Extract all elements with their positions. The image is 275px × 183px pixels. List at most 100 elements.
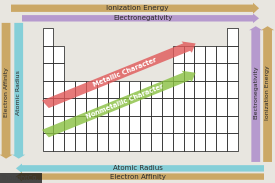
Bar: [64, 98, 75, 116]
Text: Electronegativity: Electronegativity: [113, 15, 173, 21]
Text: ThoughtCo.: ThoughtCo.: [1, 175, 40, 181]
Bar: [53, 116, 64, 133]
Text: Ionization Energy: Ionization Energy: [265, 65, 270, 120]
Text: Metallic Character: Metallic Character: [92, 57, 157, 88]
Bar: [140, 81, 151, 98]
Bar: [194, 98, 205, 116]
Bar: [130, 98, 140, 116]
Bar: [173, 133, 184, 151]
Bar: [86, 133, 97, 151]
Bar: [194, 116, 205, 133]
FancyArrow shape: [12, 23, 25, 159]
Bar: [97, 98, 108, 116]
Bar: [43, 116, 53, 133]
Bar: [205, 63, 216, 81]
Bar: [108, 133, 119, 151]
Bar: [140, 133, 151, 151]
Bar: [227, 81, 238, 98]
Bar: [53, 81, 64, 98]
Bar: [151, 116, 162, 133]
Bar: [108, 81, 119, 98]
Bar: [194, 133, 205, 151]
Bar: [194, 63, 205, 81]
Bar: [75, 116, 86, 133]
Bar: [151, 98, 162, 116]
Bar: [140, 98, 151, 116]
Bar: [75, 81, 86, 98]
Bar: [53, 133, 64, 151]
FancyArrow shape: [249, 26, 262, 162]
Text: Electron Affinity: Electron Affinity: [109, 174, 166, 180]
Bar: [119, 133, 130, 151]
Bar: [184, 81, 194, 98]
Bar: [216, 63, 227, 81]
Bar: [75, 133, 86, 151]
Bar: [216, 98, 227, 116]
Bar: [97, 116, 108, 133]
Bar: [151, 81, 162, 98]
Bar: [173, 116, 184, 133]
Bar: [53, 63, 64, 81]
Bar: [108, 98, 119, 116]
Bar: [194, 46, 205, 63]
Bar: [119, 98, 130, 116]
Text: Atomic Radius: Atomic Radius: [112, 165, 163, 171]
Bar: [205, 98, 216, 116]
Bar: [43, 133, 53, 151]
Bar: [108, 116, 119, 133]
Bar: [140, 116, 151, 133]
Bar: [119, 116, 130, 133]
Bar: [43, 46, 53, 63]
Bar: [173, 98, 184, 116]
Bar: [184, 133, 194, 151]
Bar: [86, 98, 97, 116]
Bar: [216, 81, 227, 98]
Bar: [97, 81, 108, 98]
Bar: [162, 98, 173, 116]
Bar: [227, 98, 238, 116]
Bar: [162, 81, 173, 98]
Bar: [43, 28, 53, 46]
Bar: [205, 133, 216, 151]
Bar: [162, 116, 173, 133]
Bar: [173, 81, 184, 98]
Bar: [227, 116, 238, 133]
Bar: [194, 81, 205, 98]
FancyArrow shape: [11, 3, 259, 14]
Bar: [173, 46, 184, 63]
Bar: [216, 133, 227, 151]
FancyArrow shape: [42, 42, 196, 108]
Bar: [184, 46, 194, 63]
Bar: [227, 46, 238, 63]
FancyArrow shape: [22, 14, 259, 23]
Bar: [151, 133, 162, 151]
Bar: [53, 98, 64, 116]
Bar: [184, 63, 194, 81]
Bar: [86, 81, 97, 98]
Bar: [75, 98, 86, 116]
Bar: [184, 98, 194, 116]
Text: Electron Affinity: Electron Affinity: [4, 68, 9, 117]
FancyArrow shape: [16, 164, 264, 173]
Bar: [173, 63, 184, 81]
Bar: [205, 81, 216, 98]
Bar: [43, 81, 53, 98]
FancyArrow shape: [16, 172, 264, 181]
Bar: [97, 133, 108, 151]
Text: Nonmetallic Character: Nonmetallic Character: [85, 83, 164, 120]
Bar: [43, 63, 53, 81]
Bar: [130, 81, 140, 98]
Bar: [227, 133, 238, 151]
Text: Ionization Energy: Ionization Energy: [106, 5, 169, 11]
FancyArrow shape: [261, 26, 274, 162]
Bar: [43, 98, 53, 116]
Bar: [184, 116, 194, 133]
Bar: [130, 133, 140, 151]
FancyArrow shape: [0, 23, 13, 159]
Bar: [162, 133, 173, 151]
Bar: [227, 63, 238, 81]
Bar: [119, 81, 130, 98]
Bar: [64, 81, 75, 98]
Text: Electronegativity: Electronegativity: [253, 66, 258, 119]
Bar: [64, 116, 75, 133]
